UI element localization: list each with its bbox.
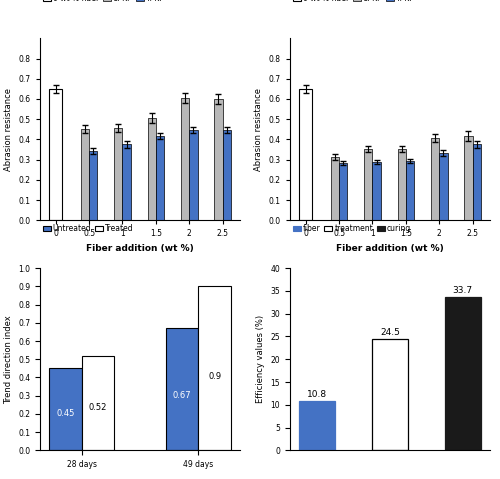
Text: 33.7: 33.7: [452, 286, 473, 295]
Y-axis label: Abrasion resistance: Abrasion resistance: [254, 88, 264, 171]
Legend: 0 wt % fiber, UPKF, TPKF: 0 wt % fiber, UPKF, TPKF: [40, 0, 168, 6]
Bar: [406, 160, 414, 220]
Bar: [444, 297, 481, 450]
Text: (a): (a): [132, 275, 148, 285]
Text: (b): (b): [382, 275, 398, 285]
Bar: [372, 162, 381, 220]
Bar: [398, 148, 406, 220]
Bar: [114, 128, 122, 220]
Bar: [431, 138, 439, 220]
Bar: [81, 129, 89, 220]
Bar: [472, 145, 481, 220]
Bar: [189, 130, 198, 220]
Text: 0.67: 0.67: [172, 391, 192, 400]
Bar: [222, 130, 231, 220]
Text: 10.8: 10.8: [307, 390, 328, 399]
Bar: [198, 286, 231, 450]
Bar: [214, 99, 222, 220]
Bar: [49, 89, 62, 220]
X-axis label: Fiber addition (wt %): Fiber addition (wt %): [86, 244, 194, 253]
Bar: [339, 163, 347, 220]
Text: 0.52: 0.52: [89, 403, 107, 412]
Y-axis label: Abrasion resistance: Abrasion resistance: [4, 88, 14, 171]
Y-axis label: Trend direction index: Trend direction index: [4, 315, 13, 404]
Bar: [122, 145, 131, 220]
Bar: [439, 153, 448, 220]
Legend: Untreated, Treated: Untreated, Treated: [40, 221, 137, 236]
Text: 0.45: 0.45: [56, 409, 74, 418]
Bar: [82, 355, 114, 450]
Bar: [464, 137, 472, 220]
Bar: [181, 98, 189, 220]
X-axis label: Fiber addition (wt %): Fiber addition (wt %): [336, 244, 444, 253]
Bar: [364, 148, 372, 220]
Y-axis label: Efficiency values (%): Efficiency values (%): [256, 315, 265, 403]
Bar: [372, 339, 408, 450]
Text: 24.5: 24.5: [380, 328, 400, 337]
Legend: fiber, treatment, curing: fiber, treatment, curing: [290, 221, 414, 236]
Text: 0.9: 0.9: [208, 372, 221, 381]
Legend: 0 wt % fiber, UPKF, TPKF: 0 wt % fiber, UPKF, TPKF: [290, 0, 418, 6]
Bar: [156, 137, 164, 220]
Bar: [331, 157, 339, 220]
Bar: [148, 118, 156, 220]
Bar: [299, 401, 336, 450]
Bar: [299, 89, 312, 220]
Bar: [166, 328, 198, 450]
Bar: [89, 150, 98, 220]
Bar: [49, 368, 82, 450]
